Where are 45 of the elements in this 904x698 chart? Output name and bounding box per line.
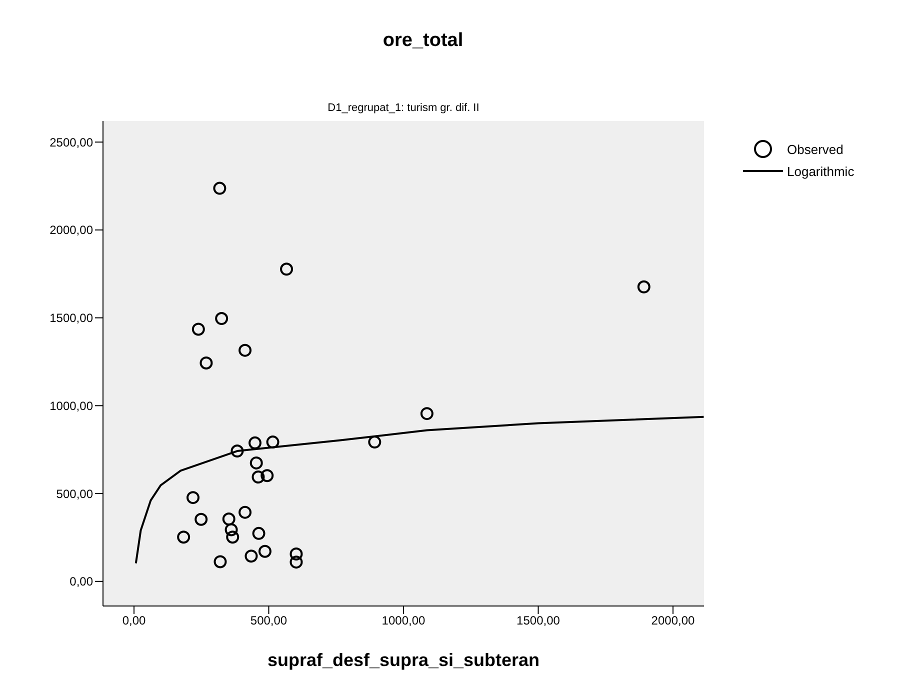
y-tick-label: 0,00 (70, 574, 94, 589)
point (214, 555, 227, 568)
point (192, 322, 205, 336)
point (215, 312, 228, 326)
point (280, 262, 294, 276)
y-tick-label: 2500,00 (50, 135, 94, 150)
point (637, 280, 650, 294)
point (194, 512, 208, 526)
point (260, 469, 274, 482)
y-tick-label: 2000,00 (50, 223, 94, 238)
point (248, 436, 262, 450)
point (258, 544, 272, 558)
line-series (134, 416, 704, 564)
point (290, 547, 303, 560)
x-tick-label: 500,00 (250, 614, 288, 628)
point (266, 436, 280, 449)
chart-title: ore_total (382, 30, 464, 52)
point (224, 523, 238, 536)
x-tick-label: 2000,00 (651, 614, 696, 628)
point (230, 444, 244, 458)
point (244, 550, 258, 563)
point (177, 530, 190, 544)
legend-label: Logarithmic (787, 164, 854, 178)
legend-label: Observed (787, 142, 844, 156)
point (420, 407, 434, 420)
point (222, 512, 236, 526)
point (238, 506, 252, 519)
point (290, 556, 303, 569)
point (213, 182, 226, 195)
point (252, 470, 265, 484)
x-tick-label: 1000,00 (382, 614, 426, 628)
chart-subtitle: D1_regrupat_1: turism gr. dif. II (326, 102, 480, 114)
point (186, 491, 200, 504)
y-tick-label: 500,00 (56, 486, 94, 501)
x-axis-title: supraf_desf_supra_si_subteran (266, 650, 541, 671)
x-tick-label: 0,00 (122, 614, 146, 628)
point (252, 526, 266, 540)
y-tick-label: 1500,00 (50, 311, 94, 326)
point (200, 356, 213, 370)
point (250, 456, 263, 470)
point (238, 344, 252, 357)
point (226, 530, 240, 544)
x-tick-label: 1500,00 (516, 614, 560, 628)
point (368, 436, 382, 449)
y-tick-label: 1000,00 (50, 398, 94, 413)
